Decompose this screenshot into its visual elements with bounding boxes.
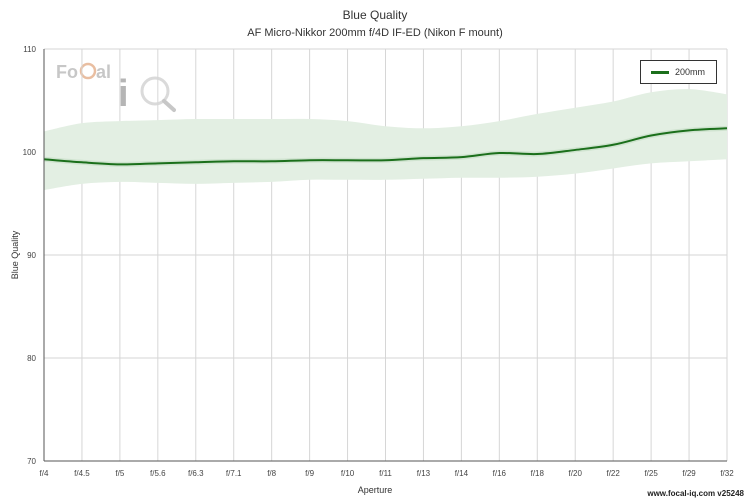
x-tick-label: f/13: [417, 469, 431, 478]
x-tick-label: f/16: [493, 469, 507, 478]
y-axis-title: Blue Quality: [10, 230, 20, 280]
footer-credit: www.focal-iq.com v25248: [647, 489, 744, 498]
x-tick-label: f/20: [569, 469, 583, 478]
x-tick-label: f/22: [606, 469, 620, 478]
y-tick-label: 100: [23, 148, 37, 157]
y-tick-label: 70: [27, 457, 36, 466]
x-tick-label: f/4: [40, 469, 49, 478]
x-tick-label: f/5.6: [150, 469, 166, 478]
chart-subtitle: AF Micro-Nikkor 200mm f/4D IF-ED (Nikon …: [247, 27, 503, 39]
x-tick-label: f/10: [341, 469, 355, 478]
svg-text:Fo: Fo: [56, 62, 78, 82]
x-tick-label: f/25: [644, 469, 658, 478]
x-tick-label: f/9: [305, 469, 314, 478]
x-tick-label: f/18: [531, 469, 545, 478]
series-line-200mm: [43, 127, 728, 166]
x-tick-label: f/11: [379, 469, 392, 478]
x-tick-label: f/7.1: [226, 469, 242, 478]
x-tick-label: f/5: [115, 469, 124, 478]
svg-text:al: al: [96, 62, 111, 82]
x-axis-title: Aperture: [357, 485, 393, 495]
legend: 200mm: [640, 60, 717, 84]
x-tick-label: f/32: [720, 469, 734, 478]
x-tick-label: f/14: [455, 469, 469, 478]
focal-iq-logo: Fo al i: [56, 62, 176, 115]
legend-swatch-200mm: [651, 71, 669, 74]
svg-text:i: i: [118, 73, 129, 115]
y-tick-label: 80: [27, 354, 36, 363]
series-band-200mm: [44, 89, 727, 191]
x-tick-label: f/6.3: [188, 469, 204, 478]
legend-label: 200mm: [675, 67, 706, 77]
confidence-band: [44, 89, 727, 191]
series-lines: [43, 125, 728, 167]
axes: f/4 f/4.5 f/5 f/5.6 f/6.3 f/7.1 f/8 f/9 f/10 f/11…: [23, 45, 735, 478]
x-tick-label: f/4.5: [74, 469, 90, 478]
y-tick-label: 90: [27, 251, 36, 260]
chart-title: Blue Quality: [342, 8, 408, 22]
y-tick-label: 110: [23, 45, 36, 54]
x-tick-label: f/8: [267, 469, 276, 478]
x-tick-label: f/29: [682, 469, 696, 478]
